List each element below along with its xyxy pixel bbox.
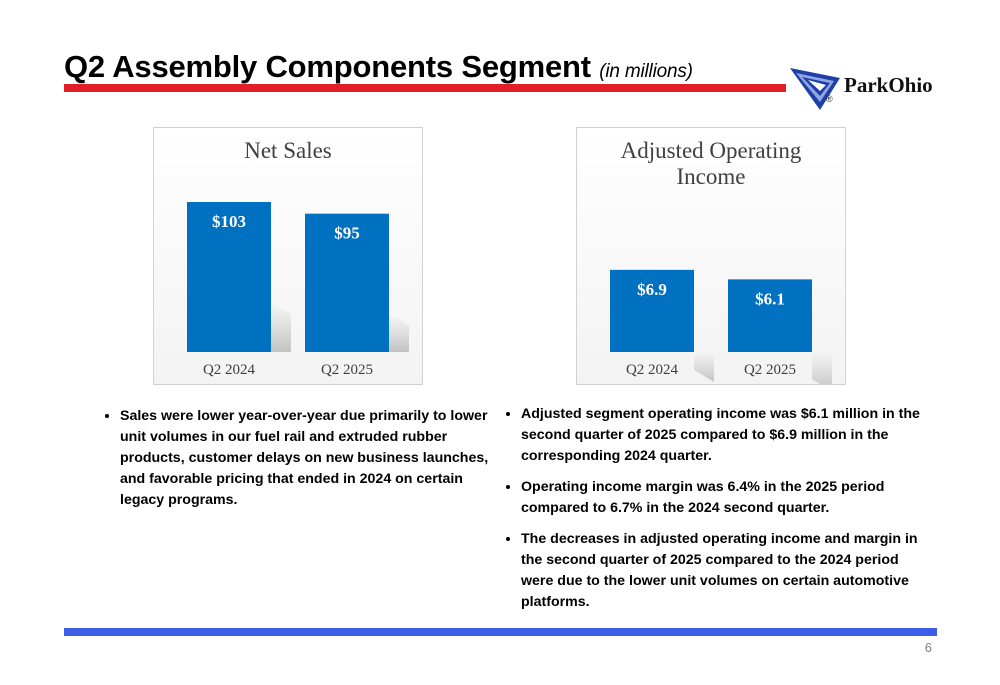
bar-q2-2024 (187, 202, 271, 352)
bullet-item: The decreases in adjusted operating inco… (521, 529, 929, 613)
operating-income-commentary: Adjusted segment operating income was $6… (503, 404, 929, 623)
logo-wordmark: ParkOhio (844, 73, 933, 97)
bullet-item: Sales were lower year-over-year due prim… (120, 406, 492, 511)
page-title: Q2 Assembly Components Segment (in milli… (64, 49, 693, 85)
category-tick-label: Q2 2024 (203, 362, 256, 378)
bar-shadow (389, 313, 409, 352)
bar-shadow (271, 302, 291, 352)
net-sales-chart-canvas: $103 Q2 2024 $95 Q2 2025 (187, 202, 409, 378)
bar-data-label: $103 (212, 212, 246, 231)
bar-shadow (694, 352, 714, 382)
page-number: 6 (924, 640, 932, 655)
bar-q2-2024 (610, 269, 694, 352)
title-main: Q2 Assembly Components Segment (64, 49, 591, 84)
operating-income-chart: Adjusted Operating Income $6.9 Q2 2024 $6.1… (576, 127, 846, 385)
title-subtitle: (in millions) (599, 61, 693, 82)
category-tick-label: Q2 2024 (626, 362, 679, 378)
bar-shadow (812, 352, 832, 384)
bar-data-label: $6.1 (755, 289, 785, 308)
category-tick-label: Q2 2025 (744, 362, 796, 378)
registered-mark: ® (826, 94, 833, 104)
net-sales-chart: Net Sales $103 Q2 2024 $95 Q2 2025 (153, 127, 423, 385)
bar-data-label: $6.9 (637, 280, 667, 299)
chart-title: Net Sales (244, 138, 332, 163)
chart-title: Adjusted Operating Income (620, 138, 802, 189)
footer-bar (64, 628, 937, 636)
operating-income-chart-canvas: $6.9 Q2 2024 $6.1 Q2 2025 (610, 269, 832, 384)
bullet-item: Adjusted segment operating income was $6… (521, 404, 929, 467)
bar-q2-2025 (728, 279, 812, 352)
net-sales-commentary: Sales were lower year-over-year due prim… (102, 406, 492, 521)
bullet-item: Operating income margin was 6.4% in the … (521, 477, 929, 519)
swoosh-logo-icon (790, 68, 840, 110)
bar-data-label: $95 (334, 224, 360, 243)
category-tick-label: Q2 2025 (321, 362, 373, 378)
title-underline-bar (64, 84, 786, 92)
bar-q2-2025 (305, 213, 389, 352)
company-logo: ParkOhio ® (790, 64, 950, 112)
